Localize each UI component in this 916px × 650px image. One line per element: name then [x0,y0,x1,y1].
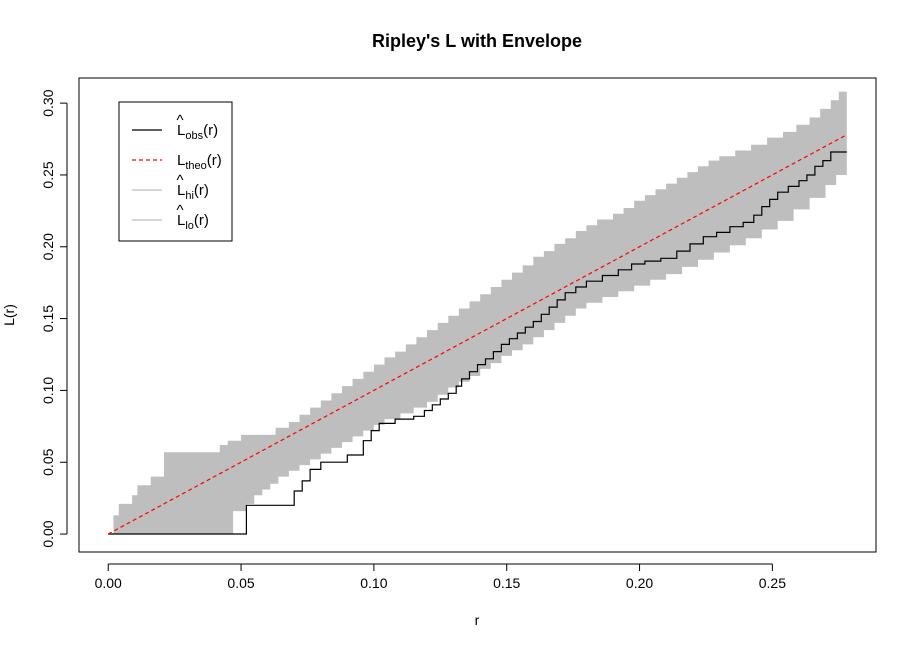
legend-label-theo: Ltheo(r) [177,152,222,172]
x-tick-label: 0.00 [95,575,122,591]
y-axis-label: L(r) [1,304,17,326]
chart-title: Ripley's L with Envelope [372,31,582,51]
x-axis-label: r [475,612,480,628]
envelope-band [108,91,847,534]
axes-layer: 0.00 0.05 0.10 0.15 0.20 0.25 0.00 0.05 0.10 0.15… [40,77,877,591]
y-tick-label: 0.10 [40,377,56,404]
legend-box [118,101,233,242]
series-obs-line [108,151,847,535]
x-tick-label: 0.20 [626,575,653,591]
plot-frame [78,77,877,553]
legend-label-hi: Lhi(r) [177,182,209,202]
y-tick-label: 0.15 [40,305,56,332]
x-tick-label: 0.05 [227,575,254,591]
legend-label-obs: Lobs(r) [177,122,218,142]
legend: Lobs(r)^Ltheo(r)Lhi(r)^Llo(r)^ [118,101,233,242]
legend-hat-lo: ^ [176,202,183,219]
y-tick-label: 0.05 [40,448,56,475]
legend-label-lo: Llo(r) [177,212,209,232]
x-tick-label: 0.15 [493,575,520,591]
y-tick-label: 0.00 [40,520,56,547]
legend-hat-hi: ^ [176,172,183,189]
x-tick-label: 0.10 [360,575,387,591]
y-tick-label: 0.25 [40,161,56,188]
legend-hat-obs: ^ [176,112,183,129]
y-tick-label: 0.30 [40,89,56,116]
y-tick-label: 0.20 [40,233,56,260]
plot-layer [107,91,848,535]
x-tick-label: 0.25 [759,575,786,591]
